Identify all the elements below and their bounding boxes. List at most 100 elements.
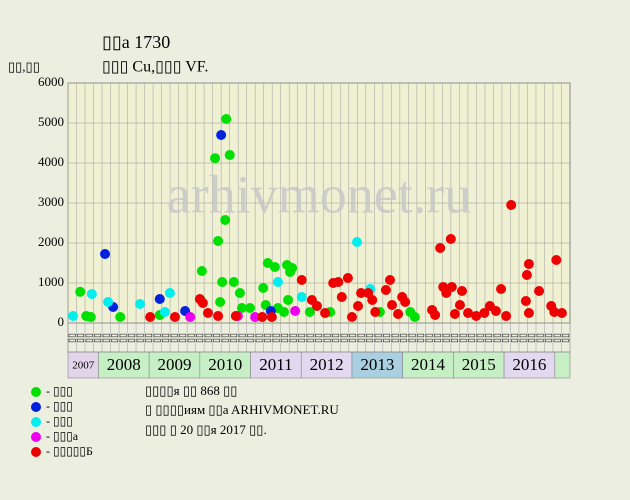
month-label: ▯▯ [219, 333, 229, 343]
data-point [100, 249, 111, 259]
month-label: ▯▯ [279, 333, 289, 343]
data-point [311, 301, 322, 311]
data-point [449, 309, 460, 319]
data-point [387, 300, 398, 310]
year-label: 2015 [462, 355, 496, 374]
month-label: ▯▯ [449, 333, 459, 343]
data-point [356, 288, 367, 298]
data-point [430, 310, 441, 320]
year-label: 2016 [512, 355, 546, 374]
data-point [520, 296, 531, 306]
data-point [393, 309, 404, 319]
legend-marker [31, 417, 41, 427]
data-point [185, 312, 196, 322]
month-label: ▯▯ [109, 333, 119, 343]
y-tick-label: 6000 [38, 74, 64, 89]
footer-line: ▯ ▯▯▯▯иям ▯▯a ARHIVMONET.RU [145, 402, 339, 417]
y-tick-label: 1000 [38, 274, 64, 289]
data-point [154, 294, 165, 304]
data-point [75, 286, 86, 297]
month-label: ▯▯ [185, 333, 195, 343]
month-label: ▯▯ [415, 333, 425, 343]
data-point [196, 266, 207, 276]
legend-label: - ▯▯▯ [46, 414, 73, 428]
data-point [228, 277, 239, 287]
data-point [202, 308, 213, 318]
data-point [257, 312, 268, 322]
year-label: 2011 [259, 355, 292, 374]
year-label: 2007 [72, 360, 95, 372]
month-label: ▯▯ [262, 333, 272, 343]
data-point [217, 277, 228, 287]
data-point [169, 312, 180, 322]
month-label: ▯▯ [551, 333, 561, 343]
y-axis-label: ▯▯,▯▯ [8, 59, 40, 74]
data-point [304, 307, 315, 317]
data-point [463, 308, 474, 318]
data-point [367, 295, 378, 305]
data-point [236, 303, 247, 313]
month-label: ▯▯ [177, 333, 187, 343]
month-label: ▯▯ [117, 333, 127, 343]
month-label: ▯▯ [424, 333, 434, 343]
legend-label: - ▯▯▯ [46, 384, 73, 398]
month-label: ▯▯ [75, 333, 85, 343]
data-point [456, 286, 467, 296]
data-point [283, 295, 294, 305]
data-point [352, 237, 363, 247]
data-point [250, 312, 261, 322]
month-label: ▯▯ [296, 333, 306, 343]
data-point [220, 215, 231, 225]
month-label: ▯▯ [432, 333, 442, 343]
data-point [290, 306, 301, 316]
year-band [453, 351, 505, 379]
data-point [409, 312, 420, 322]
data-point [320, 308, 331, 318]
month-label: ▯▯ [271, 333, 281, 343]
legend-label: - ▯▯▯▯▯Б [46, 444, 93, 458]
month-label: ▯▯ [211, 333, 221, 343]
year-label: 2013 [360, 355, 394, 374]
year-band [503, 351, 556, 379]
data-point [269, 262, 280, 272]
data-point [296, 292, 307, 302]
month-label: ▯▯ [475, 333, 485, 343]
month-label: ▯▯ [517, 333, 527, 343]
month-label: ▯▯ [390, 333, 400, 343]
data-point [272, 277, 283, 287]
month-label: ▯▯ [202, 333, 212, 343]
chart-title: ▯▯a 1730 [102, 32, 170, 52]
legend-label: - ▯▯▯ [46, 399, 73, 413]
year-label: 2014 [411, 355, 446, 374]
y-tick-label: 5000 [38, 114, 64, 129]
data-point [435, 243, 446, 253]
month-label: ▯▯ [236, 333, 246, 343]
data-point [353, 301, 364, 311]
year-band [351, 351, 403, 379]
month-label: ▯▯ [339, 333, 349, 343]
month-label: ▯▯ [143, 333, 153, 343]
year-label: 2009 [157, 355, 191, 374]
data-point [115, 312, 126, 322]
watermark: arhivmonet.ru [167, 164, 471, 224]
month-label: ▯▯ [245, 333, 255, 343]
month-label: ▯▯ [398, 333, 408, 343]
year-band [554, 351, 571, 379]
month-label: ▯▯ [356, 333, 366, 343]
legend-label: - ▯▯▯a [46, 429, 79, 443]
y-tick-label: 4000 [38, 154, 64, 169]
data-point [380, 285, 391, 295]
data-point [446, 282, 457, 292]
month-label: ▯▯ [347, 333, 357, 343]
month-label: ▯▯ [100, 333, 110, 343]
month-label: ▯▯ [509, 333, 519, 343]
data-point [400, 297, 411, 307]
month-label: ▯▯ [134, 333, 144, 343]
data-point [490, 306, 501, 316]
data-point [384, 275, 395, 285]
month-label: ▯▯ [500, 333, 510, 343]
data-point [296, 275, 307, 285]
legend-marker [31, 447, 41, 457]
